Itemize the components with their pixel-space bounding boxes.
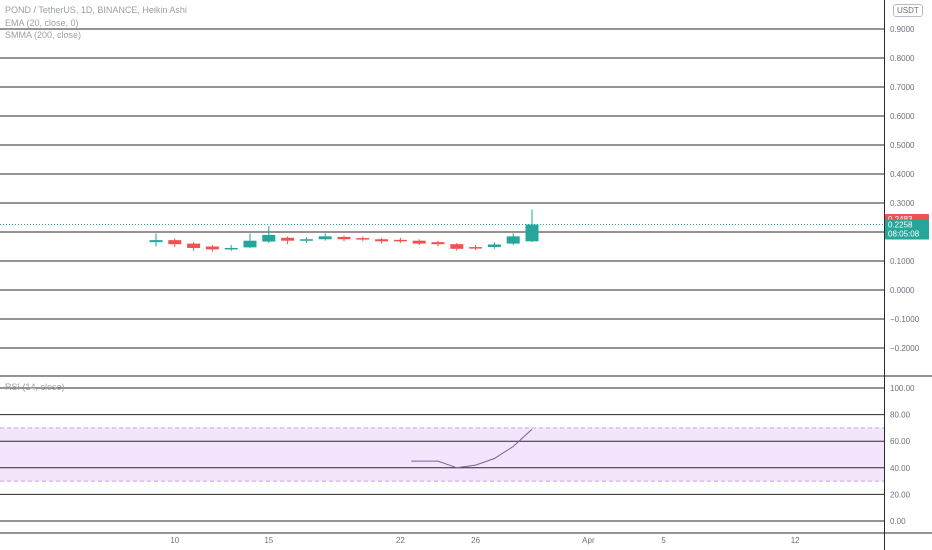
time-tick-label: Apr	[582, 536, 595, 545]
price-tick-label: 0.7000	[890, 83, 915, 92]
rsi-grid	[0, 387, 884, 522]
price-tick-label: 0.5000	[890, 141, 915, 150]
candle-body	[356, 238, 370, 240]
price-label-text: 0.2258	[888, 221, 913, 230]
candle-body	[431, 242, 445, 245]
candle-body	[412, 240, 426, 244]
rsi-series-line	[411, 428, 533, 469]
price-label-text: 0.2483	[888, 215, 913, 224]
rsi-legend[interactable]: RSI (14, close)	[5, 382, 65, 392]
price-tick-label: 0.0000	[890, 286, 915, 295]
rsi-line	[411, 428, 533, 469]
price-grid	[0, 28, 884, 349]
candle-body	[262, 234, 276, 242]
ema-legend[interactable]: EMA (20, close, 0)	[5, 18, 79, 28]
price-tick-label: 0.1000	[890, 257, 915, 266]
time-tick-label: 15	[264, 536, 273, 545]
candle-body	[205, 246, 219, 250]
candles[interactable]	[149, 209, 539, 252]
candle-body	[487, 244, 501, 248]
candle-body	[375, 239, 389, 242]
currency-badge[interactable]: USDT	[893, 4, 923, 17]
rsi-tick-label: 20.00	[890, 490, 911, 499]
price-tick-label: 0.3000	[890, 199, 915, 208]
candle-body	[337, 236, 351, 240]
rsi-tick-label: 100.00	[890, 384, 915, 393]
candle-body	[393, 239, 407, 242]
candle-body	[224, 247, 238, 250]
time-tick-label: 22	[396, 536, 405, 545]
candle-body	[281, 237, 295, 241]
candle-body	[450, 244, 464, 249]
rsi-tick-label: 80.00	[890, 411, 911, 420]
rsi-tick-label: 60.00	[890, 437, 911, 446]
symbol-legend[interactable]: POND / TetherUS, 1D, BINANCE, Heikin Ash…	[5, 5, 187, 15]
candle-body	[149, 240, 163, 243]
price-tick-label: −0.2000	[890, 344, 920, 353]
candle-body	[506, 236, 520, 244]
candle-body	[299, 239, 313, 241]
time-tick-label: 5	[661, 536, 666, 545]
rsi-band	[0, 427, 884, 482]
rsi-axis: 100.00 80.00 60.00 40.00 20.00 0.00	[890, 384, 915, 526]
time-axis[interactable]: 10 15 22 26 Apr 5 12	[170, 536, 800, 545]
rsi-tick-label: 0.00	[890, 517, 906, 526]
candle-body	[168, 240, 182, 245]
candle-body	[469, 247, 483, 249]
candle-body	[525, 224, 539, 242]
price-label-badge	[885, 219, 929, 240]
time-tick-label: 26	[471, 536, 480, 545]
price-tick-label: 0.6000	[890, 112, 915, 121]
candle-body	[243, 240, 257, 248]
rsi-band-fill	[0, 427, 884, 482]
price-tick-label: −0.1000	[890, 315, 920, 324]
price-tick-label: 0.4000	[890, 170, 915, 179]
rsi-tick-label: 40.00	[890, 464, 911, 473]
time-tick-label: 12	[791, 536, 800, 545]
price-tick-label: 0.8000	[890, 54, 915, 63]
time-tick-label: 10	[170, 536, 179, 545]
price-label-countdown: 08:05:08	[888, 230, 920, 239]
candle-body	[318, 236, 332, 240]
price-axis: 0.9000 0.8000 0.7000 0.6000 0.5000 0.4000 0.30…	[890, 25, 920, 353]
price-tick-label: 0.9000	[890, 25, 915, 34]
candle-body	[187, 243, 201, 248]
smma-legend[interactable]: SMMA (200, close)	[5, 30, 82, 40]
